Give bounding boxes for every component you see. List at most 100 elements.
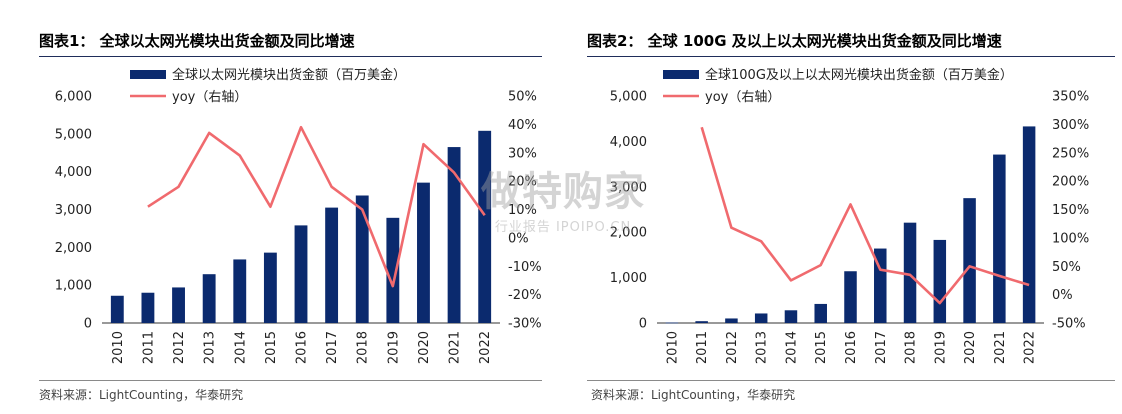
x-tick-label: 2016 [295,331,310,364]
legend-label-bar: 全球100G及以上以太网光模块出货金额（百万美金） [705,67,1013,83]
bar [110,295,124,323]
x-tick-label: 2021 [448,331,463,364]
x-tick-label: 2018 [904,331,919,364]
bar [294,225,308,323]
x-tick-label: 2016 [844,331,859,364]
source-rule [587,380,1115,381]
yoy-line [700,126,1030,305]
x-tick-label: 2011 [141,331,156,364]
y-tick-label: 0 [639,317,647,332]
y2-tick-label: 50% [508,90,537,105]
bar [447,147,461,323]
y2-tick-label: 10% [508,203,537,218]
x-tick-label: 2015 [814,331,829,364]
yoy-line [147,125,486,288]
title-rule [587,56,1115,57]
y2-tick-label: 50% [1052,260,1081,275]
bar [233,259,247,323]
y2-tick-label: -50% [1052,317,1086,332]
x-tick-label: 2018 [356,331,371,364]
x-tick-label: 2014 [784,331,799,364]
bar [1022,126,1036,323]
chart-panel-2: 图表2： 全球 100G 及以上以太网光模块出货金额及同比增速 0 1,000 2,… [561,0,1122,414]
bar [874,248,887,323]
x-tick-label: 2012 [725,331,740,364]
bar-line-chart-2: 0 1,000 2,000 3,000 4,000 5,000 -50% 0% 50% 100% 1… [610,67,1089,364]
x-tick-label: 2013 [755,331,770,364]
y-tick-label: 4,000 [55,165,92,180]
x-tick-label: 2020 [417,331,432,364]
bar [141,292,155,323]
y2-tick-label: 100% [1052,231,1089,246]
x-tick-label: 2010 [665,331,680,364]
y2-tick-label: -20% [508,288,542,303]
x-tick-label: 2021 [993,331,1008,364]
legend-label-line: yoy（右轴） [705,90,780,105]
y2-tick-label: -10% [508,260,542,275]
x-tick-label: 2019 [386,331,401,364]
y-tick-label: 3,000 [610,180,647,195]
bar [386,217,400,323]
chart-title: 图表1： 全球以太网光模块出货金额及同比增速 [39,32,355,50]
bar [963,198,976,323]
x-tick-label: 2017 [325,331,340,364]
x-tick-label: 2015 [264,331,279,364]
bar [665,322,679,324]
x-tick-label: 2022 [478,331,493,364]
y2-tick-label: 300% [1052,118,1089,133]
bar [784,310,798,323]
y2-tick-label: 0% [1052,288,1073,303]
chart-panel-1: 图表1： 全球以太网光模块出货金额及同比增速 0 1,000 2,000 3,000 4… [39,32,542,402]
y2-tick-label: -30% [508,317,542,332]
source-note: 资料来源：LightCounting，华泰研究 [39,388,244,402]
x-tick-label: 2010 [111,331,126,364]
y-tick-label: 5,000 [55,127,92,142]
bar [695,321,708,323]
x-tick-label: 2012 [172,331,187,364]
y2-tick-label: 0% [508,231,529,246]
y-tick-label: 2,000 [610,226,647,241]
y2-tick-label: 250% [1052,146,1089,161]
y-tick-label: 2,000 [55,241,92,256]
bar [202,274,216,323]
legend-swatch-bar [130,70,166,79]
y2-tick-label: 200% [1052,175,1089,190]
bar [754,313,768,323]
y2-tick-label: 350% [1052,90,1089,105]
x-tick-label: 2014 [233,331,248,364]
x-tick-label: 2022 [1023,331,1038,364]
bar [355,195,369,323]
x-tick-label: 2017 [874,331,889,364]
source-note: 资料来源：LightCounting，华泰研究 [591,388,796,402]
title-rule [39,56,542,57]
bar [993,154,1006,323]
legend-swatch-bar [663,70,699,79]
x-tick-label: 2011 [695,331,710,364]
y-tick-label: 5,000 [610,90,647,105]
y-tick-label: 3,000 [55,203,92,218]
y2-tick-label: 30% [508,146,537,161]
y2-tick-label: 20% [508,175,537,190]
y-tick-label: 6,000 [55,90,92,105]
bar [933,239,947,323]
legend-label-line: yoy（右轴） [172,90,247,105]
y-tick-label: 4,000 [610,135,647,150]
x-tick-label: 2020 [963,331,978,364]
bar-line-chart-1: 0 1,000 2,000 3,000 4,000 5,000 6,000 -30% -20% -… [55,67,542,364]
x-tick-label: 2019 [933,331,948,364]
chart-title: 图表2： 全球 100G 及以上以太网光模块出货金额及同比增速 [587,32,1002,50]
bar [417,182,430,323]
y-tick-label: 0 [84,317,92,332]
y-tick-label: 1,000 [610,271,647,286]
bar [903,222,917,323]
bar [725,318,738,323]
bar [263,252,277,323]
y-tick-label: 1,000 [55,279,92,294]
y2-tick-label: 40% [508,118,537,133]
bar [814,303,827,323]
legend-label-bar: 全球以太网光模块出货金额（百万美金） [172,67,406,83]
source-rule [39,380,542,381]
bar [478,130,492,323]
bar [172,287,185,323]
x-tick-label: 2013 [203,331,218,364]
